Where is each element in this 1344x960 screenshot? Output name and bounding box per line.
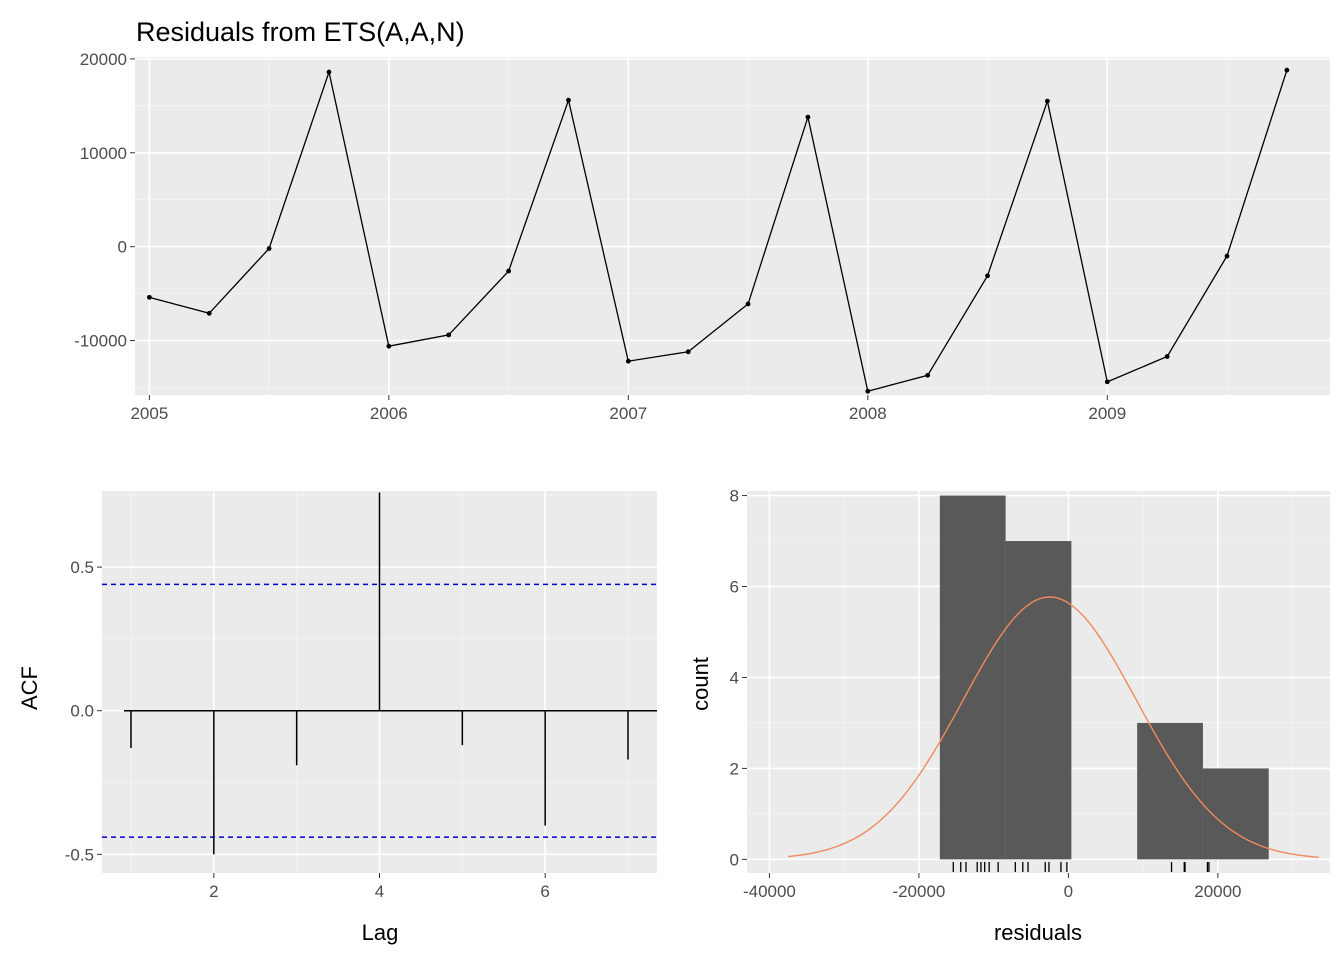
residual-point [1104,379,1110,385]
residual-point [266,246,272,251]
chart-title: Residuals from ETS(A,A,N) [136,17,465,47]
hist-y-tick-label: 4 [730,668,739,687]
histogram-x-axis-title: residuals [994,920,1082,945]
ts-y-tick-label: 0 [118,238,127,257]
acf-y-tick-label: -0.5 [65,845,94,864]
ts-y-tick-label: 20000 [80,50,127,69]
histogram-bar [1005,541,1072,860]
acf-x-tick-label: 6 [540,882,549,901]
residual-point [506,268,511,274]
residual-point [685,349,691,355]
ts-x-tick-label: 2006 [370,404,408,423]
residual-point [386,343,392,349]
acf-y-tick-label: 0.0 [70,702,94,721]
residual-point [985,273,990,279]
acf-y-axis-title: ACF [17,666,42,710]
acf-x-tick-label: 4 [375,882,384,901]
hist-x-tick-label: -20000 [892,882,945,901]
histogram-bar [939,495,1006,860]
hist-y-tick-label: 6 [730,578,739,597]
ts-x-tick-label: 2009 [1088,404,1126,423]
hist-x-tick-label: 0 [1064,882,1073,901]
acf-x-axis-title: Lag [362,920,399,945]
normal-density-curve [788,596,1319,858]
residual-point [865,388,871,394]
ts-x-tick-label: 2008 [849,404,887,423]
residual-point [745,301,751,307]
residual-point [326,69,332,75]
acf-x-tick-label: 2 [209,882,218,901]
residual-series-line [149,69,1288,393]
histogram-panel: -40000 -20000 0 20000 8 6 4 2 0 [730,487,1330,901]
residual-point [1224,253,1230,259]
hist-y-tick-label: 0 [730,850,739,869]
residual-point [805,114,811,120]
hist-y-tick-label: 2 [730,759,739,778]
ts-x-tick-label: 2007 [609,404,647,423]
residual-point [566,97,571,103]
hist-x-tick-label: 20000 [1194,882,1241,901]
residual-point [146,294,152,300]
acf-y-tick-label: 0.5 [70,558,94,577]
ts-panel-background [135,57,1330,395]
residual-point [925,372,931,378]
residuals-time-series-panel: 2005 2006 2007 2008 2009 20000 10000 0 -10000 [74,50,1330,423]
residual-point [1284,67,1290,73]
acf-panel: 2 4 6 0.5 0.0 -0.5 [65,491,657,901]
histogram-y-axis-title: count [688,657,713,711]
ts-x-tick-label: 2005 [130,404,168,423]
hist-y-tick-label: 8 [730,487,739,506]
residual-point [446,332,452,338]
residual-point [1045,98,1050,104]
ts-y-tick-label: -10000 [74,332,127,351]
ts-y-tick-label: 10000 [80,144,127,163]
hist-x-tick-label: -40000 [743,882,796,901]
residual-point [625,358,631,364]
residual-point [206,310,212,316]
residual-point [1164,354,1170,359]
histogram-bar [1137,722,1203,860]
